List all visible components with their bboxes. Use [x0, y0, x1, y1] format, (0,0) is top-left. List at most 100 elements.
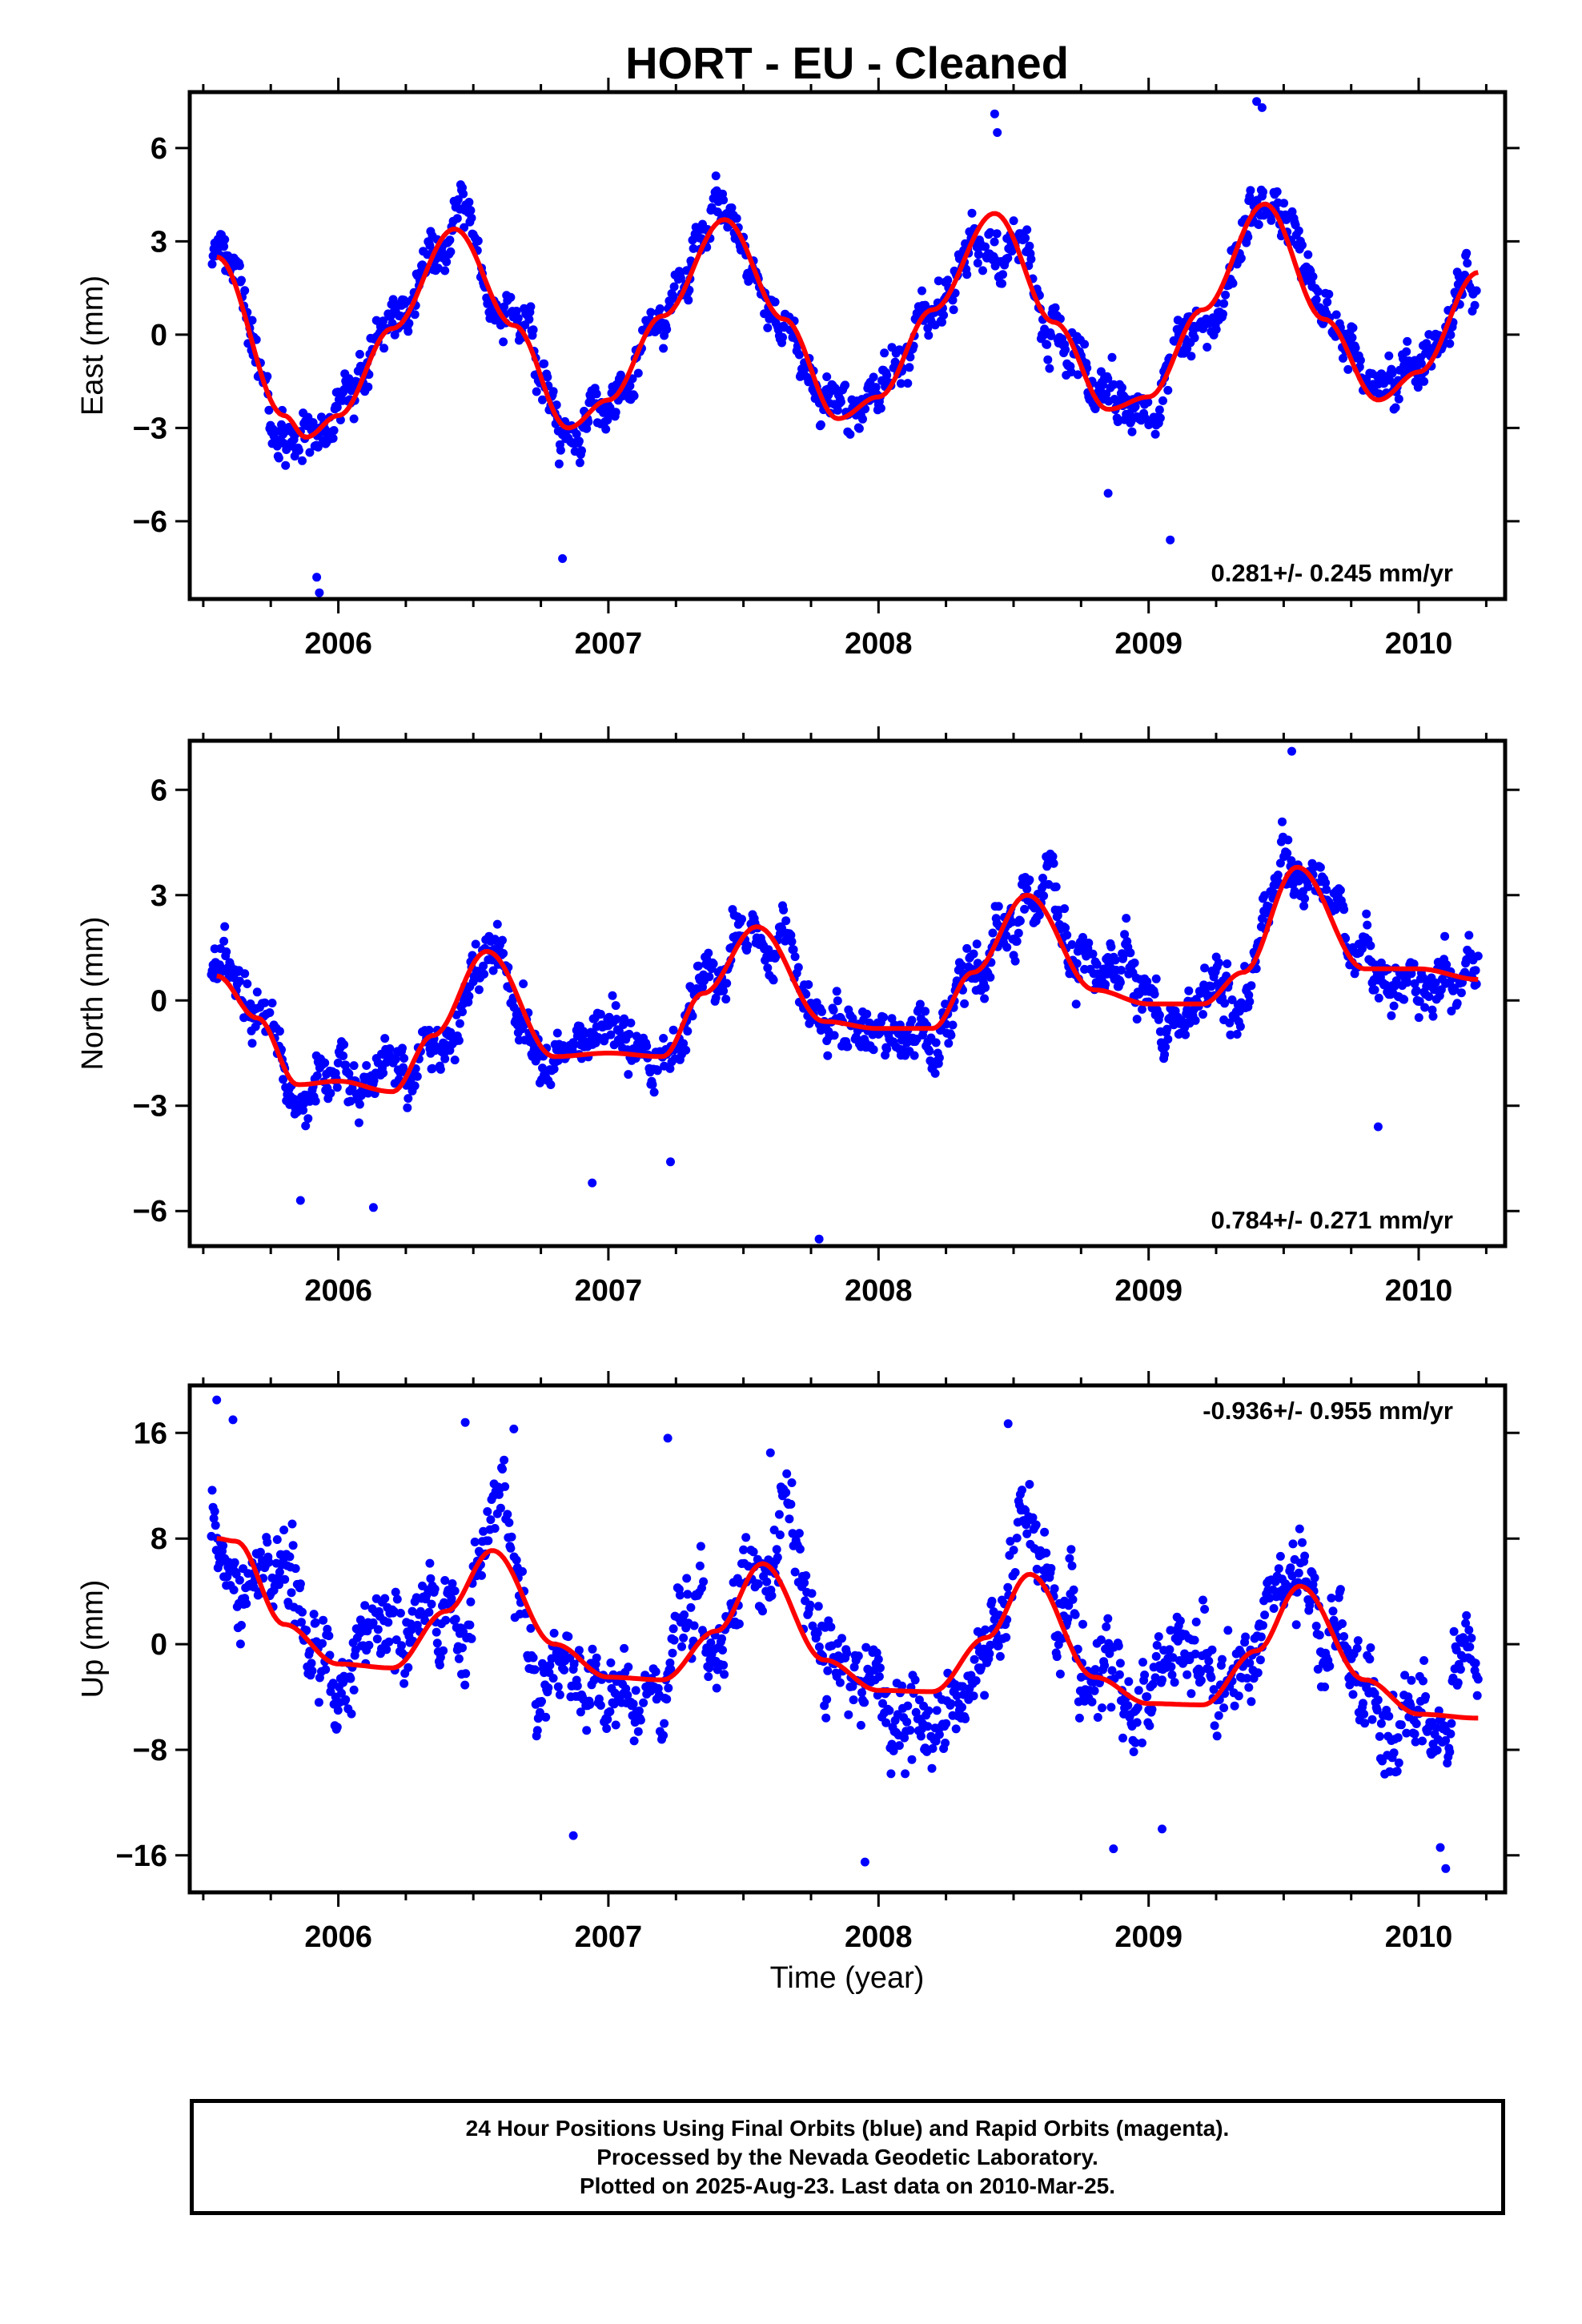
data-point: [545, 1660, 555, 1670]
data-point: [349, 414, 359, 424]
data-point: [471, 939, 480, 949]
data-point: [240, 969, 250, 979]
data-point: [320, 1058, 330, 1068]
data-point: [781, 916, 791, 926]
data-point: [470, 1538, 480, 1546]
axes-frame-north: [187, 738, 1508, 1248]
data-point: [332, 403, 342, 412]
data-point: [837, 1634, 846, 1643]
data-point: [1366, 1643, 1375, 1652]
data-point: [1020, 904, 1030, 914]
data-point: [454, 1035, 464, 1045]
data-point: [669, 1025, 678, 1035]
data-point: [1376, 958, 1386, 967]
data-point: [442, 257, 452, 267]
data-point: [1003, 1582, 1013, 1592]
data-point: [1360, 1719, 1370, 1728]
data-point: [295, 1579, 305, 1589]
data-point: [857, 1688, 866, 1698]
data-point: [354, 1118, 363, 1128]
data-point: [905, 1726, 915, 1735]
data-point: [910, 1675, 920, 1685]
data-point: [629, 1736, 639, 1746]
data-point: [211, 1521, 220, 1530]
data-point: [1155, 413, 1165, 423]
data-point: [1236, 253, 1246, 263]
data-point: [921, 1007, 930, 1016]
x-tick-label: 2006: [304, 627, 372, 661]
data-point: [235, 976, 244, 986]
data-point: [1014, 928, 1023, 938]
data-point: [843, 1042, 853, 1051]
data-point: [1294, 226, 1303, 235]
data-point: [794, 1529, 804, 1538]
data-point: [272, 1535, 282, 1544]
data-point: [484, 1536, 493, 1546]
data-point: [450, 1055, 460, 1065]
data-point: [990, 237, 999, 247]
data-point: [785, 1514, 794, 1524]
data-point-outlier: [228, 1415, 238, 1425]
data-point: [816, 420, 825, 429]
data-point: [1396, 1720, 1406, 1730]
data-point: [943, 275, 953, 285]
data-point: [380, 1594, 390, 1603]
data-point: [1298, 240, 1307, 250]
data-point: [279, 1526, 289, 1534]
data-point: [863, 1664, 873, 1674]
data-point: [668, 1648, 677, 1658]
data-point: [1372, 1705, 1382, 1715]
data-point: [689, 1621, 699, 1630]
data-point: [1463, 259, 1472, 268]
data-point: [479, 1526, 488, 1536]
data-point: [683, 1590, 693, 1599]
data-point: [973, 959, 982, 968]
data-point-outlier: [312, 573, 322, 582]
data-point: [909, 1051, 919, 1060]
data-point: [1115, 1659, 1125, 1668]
data-point: [682, 1574, 692, 1583]
data-point: [440, 1576, 450, 1585]
data-point: [1162, 1024, 1172, 1034]
data-point: [1165, 1645, 1174, 1655]
data-point: [1464, 931, 1474, 940]
data-point: [498, 1465, 507, 1474]
data-point-outlier: [765, 1448, 775, 1458]
data-point: [1093, 1713, 1102, 1722]
data-point: [763, 963, 773, 973]
data-point: [875, 1663, 885, 1673]
data-point: [817, 1007, 826, 1016]
data-point: [620, 1643, 629, 1653]
data-point: [741, 1533, 751, 1542]
data-point: [878, 1699, 887, 1708]
data-point: [410, 1081, 420, 1091]
data-point: [1275, 1551, 1285, 1561]
data-point: [252, 987, 262, 997]
data-point: [297, 1618, 306, 1627]
data-point: [675, 1590, 685, 1600]
data-point: [705, 972, 714, 982]
data-point: [565, 1653, 575, 1663]
data-point: [829, 1031, 839, 1040]
data-point: [1207, 1673, 1216, 1683]
data-point: [1324, 289, 1334, 299]
x-ticks-north: [202, 726, 1488, 1261]
data-point: [679, 1039, 689, 1048]
data-point: [1269, 1604, 1279, 1613]
data-point: [923, 324, 933, 333]
data-point: [452, 214, 462, 223]
data-point: [311, 1096, 320, 1106]
data-point: [632, 1031, 641, 1041]
data-point: [1227, 995, 1237, 1004]
data-point: [805, 1600, 815, 1610]
data-point: [652, 1066, 662, 1076]
data-point: [606, 1658, 616, 1667]
data-point: [346, 1096, 355, 1106]
data-point: [666, 1664, 676, 1674]
data-point: [1445, 1747, 1455, 1757]
data-point: [1428, 1011, 1438, 1021]
data-point: [1200, 963, 1210, 973]
data-point: [1152, 1641, 1162, 1650]
data-point: [1204, 1656, 1214, 1666]
y-tick-label: −6: [133, 1195, 167, 1228]
